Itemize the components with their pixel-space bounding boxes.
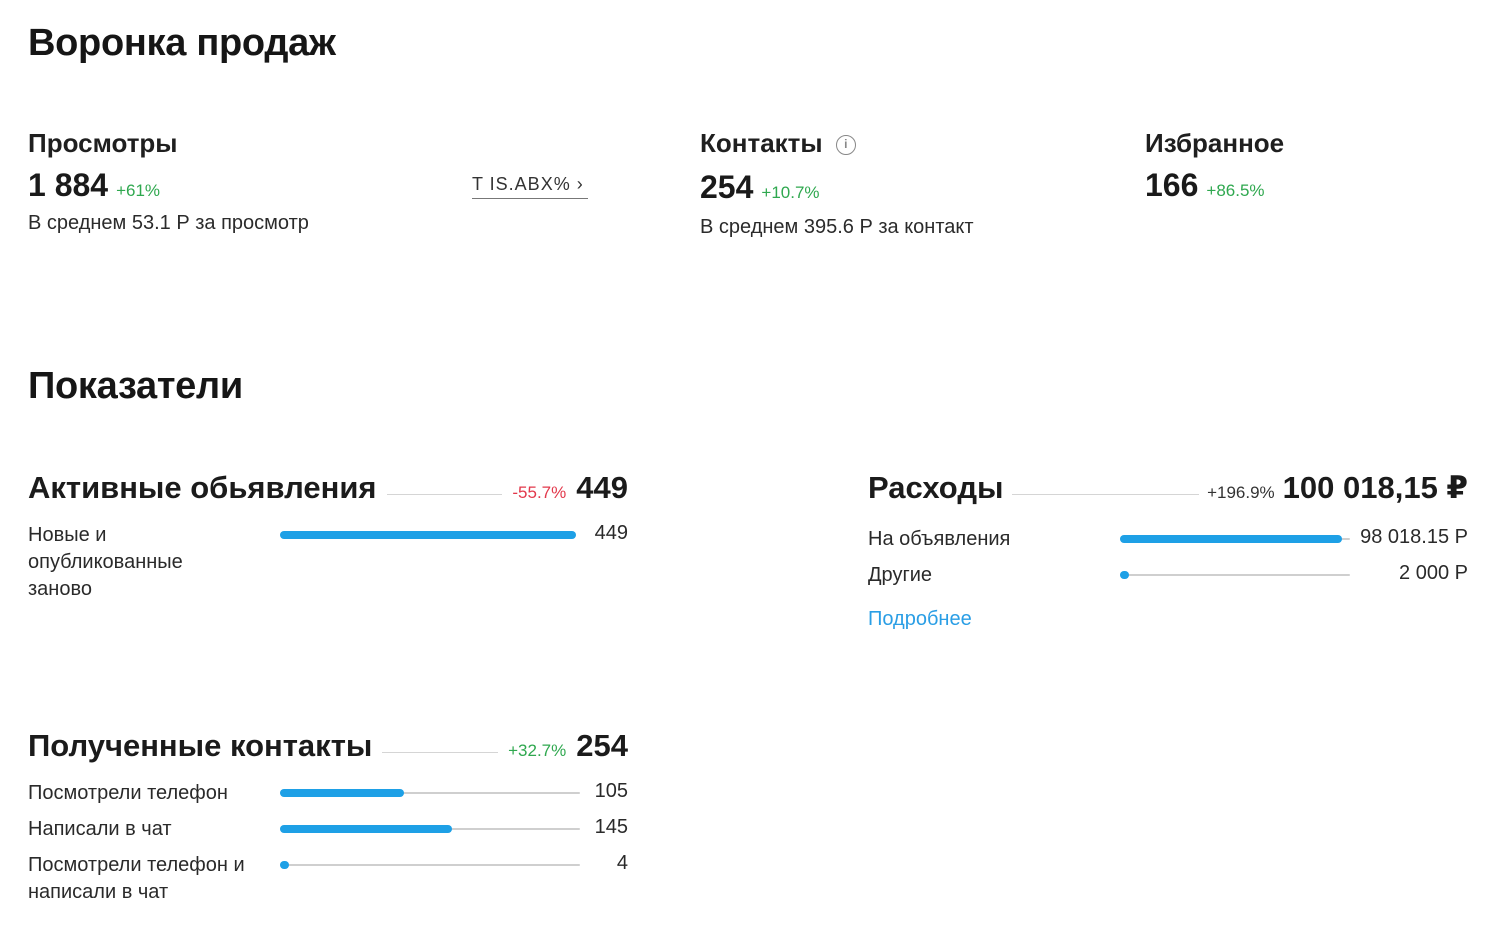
expenses-block: Расходы +196.9% 100 018,15 ₽ На объявлен… [868,470,1468,631]
active-ads-title: Активные обьявления [28,470,377,505]
expenses-title: Расходы [868,470,1004,505]
row-label: Новые и опубликованные заново [28,524,183,600]
info-icon[interactable]: i [835,135,856,156]
row-bar [280,789,404,797]
received-contacts-total: 254 [576,728,628,763]
expenses-divider [1011,493,1200,495]
received-contacts-delta: +32.7% [508,741,567,760]
row-track [1120,574,1350,576]
row-value: 105 [594,780,628,802]
active-ads-total: 449 [576,470,628,505]
row-label: На объявления [868,528,1011,550]
indicators-title: Показатели [28,365,243,407]
row-bar [280,861,289,869]
expenses-row-ads: На объявления 98 018.15 Р [868,526,1468,554]
row-value: 145 [594,816,628,838]
row-bar [280,531,576,539]
row-bar [280,825,452,833]
chevron-right-icon: › [576,174,584,194]
views-title: Просмотры [28,128,178,158]
active-ads-divider [386,493,503,495]
funnel-title: Воронка продаж [28,22,336,64]
row-value: 449 [594,522,628,544]
row-value: 2 000 Р [1399,562,1468,584]
row-label: Написали в чат [28,818,172,840]
views-value: 1 884 [28,167,109,203]
favorites-title: Избранное [1145,128,1285,158]
row-value: 4 [616,852,628,874]
received-contacts-title: Полученные контакты [28,728,373,763]
contacts-average: В среднем 395.6 Р за контакт [700,216,974,238]
active-ads-block: Активные обьявления -55.7% 449 Новые и о… [28,470,628,602]
contacts-value: 254 [700,169,754,205]
row-value: 98 018.15 Р [1360,526,1468,548]
row-bar [1120,571,1129,579]
row-label: Другие [868,564,933,586]
contacts-card: Контакты i 254 +10.7% В среднем 395.6 Р … [700,128,1120,239]
row-label: Посмотрели телефон [28,782,228,804]
row-track [280,864,580,866]
views-details-link[interactable]: T IS.ABX% › [472,174,588,199]
contacts-title: Контакты [700,128,823,158]
active-ads-row: Новые и опубликованные заново 449 [28,522,628,602]
expenses-delta: +196.9% [1207,483,1275,502]
row-track [280,792,580,794]
contacts-delta: +10.7% [761,183,820,202]
expenses-total: 100 018,15 ₽ [1282,470,1468,505]
row-label: Посмотрели телефон и написали в чат [28,854,245,903]
views-average: В среднем 53.1 Р за просмотр [28,212,309,234]
received-contacts-divider [382,751,499,753]
active-ads-delta: -55.7% [512,483,567,502]
contacts-row-chat: Написали в чат 145 [28,816,628,844]
contacts-row-phone: Посмотрели телефон 105 [28,780,628,808]
favorites-card: Избранное 166 +86.5% [1145,128,1485,204]
contacts-row-both: Посмотрели телефон и написали в чат 4 [28,852,628,908]
views-card: Просмотры 1 884 +61% В среднем 53.1 Р за… [28,128,628,235]
favorites-delta: +86.5% [1206,181,1265,200]
views-details-label: T IS.ABX% [472,174,571,194]
favorites-value: 166 [1145,167,1199,203]
views-delta: +61% [116,181,161,200]
expenses-row-other: Другие 2 000 Р [868,562,1468,590]
row-bar [1120,535,1342,543]
received-contacts-block: Полученные контакты +32.7% 254 Посмотрел… [28,728,628,908]
expenses-more-link[interactable]: Подробнее [868,608,972,630]
